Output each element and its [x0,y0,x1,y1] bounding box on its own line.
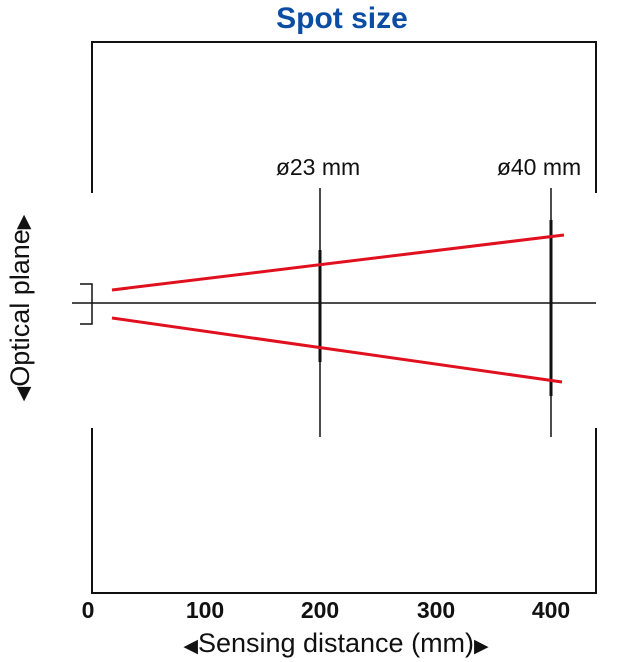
diagram-title: Spot size [276,2,408,35]
diagram-frame [91,41,597,594]
spot-diameter-label-400: ø40 mm [497,154,581,180]
spot-diameter-label-200: ø23 mm [276,154,360,180]
x-tick-200: 200 [301,597,339,623]
y-axis-arrow-start: ◀ [13,386,34,401]
x-tick-labels: 0 100 200 300 400 [82,597,571,623]
lens-bracket [80,283,93,325]
x-tick-0: 0 [82,597,95,623]
beam-upper-edge [111,233,565,292]
y-axis-label: ◀Optical plane▶ [5,214,35,401]
x-tick-400: 400 [532,597,570,623]
y-axis-label-text: Optical plane [5,229,35,387]
x-axis-label-text: Sensing distance (mm) [198,628,474,658]
x-axis-left-arrow: ◀ [183,636,198,657]
beam-lower-edge [111,316,563,384]
x-tick-100: 100 [186,597,224,623]
y-axis-arrow-end: ▶ [13,214,34,229]
x-axis-label: ◀Sensing distance (mm)▶ [183,628,489,658]
x-tick-300: 300 [417,597,455,623]
x-axis-right-arrow: ▶ [474,636,489,657]
